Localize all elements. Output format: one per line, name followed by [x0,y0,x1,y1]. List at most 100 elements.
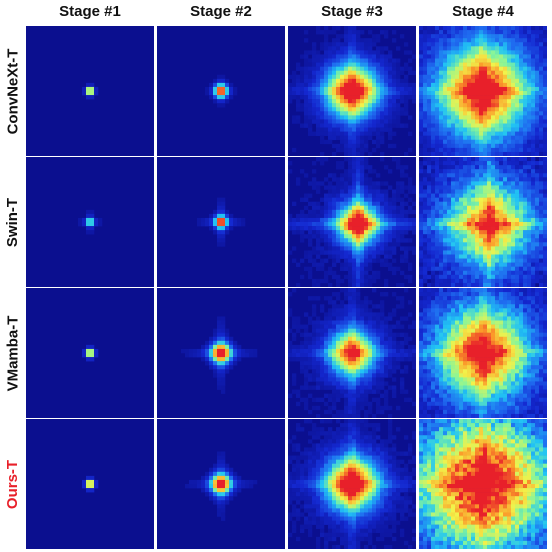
heatmap-pixel [328,328,333,333]
heatmap-pixel [217,336,222,342]
heatmap-pixel [491,288,496,293]
heatmap-pixel [336,357,341,362]
heatmap-pixel [348,143,353,149]
heatmap-pixel [344,78,349,84]
heatmap-pixel [423,70,428,76]
heatmap-pixel [475,332,480,338]
heatmap-pixel [336,26,341,31]
heatmap-pixel [543,316,547,321]
heatmap-pixel [364,123,369,128]
heatmap-pixel [483,213,488,219]
heatmap-pixel [364,324,369,329]
heatmap-pixel [543,250,547,255]
heatmap-pixel [503,103,508,108]
heatmap-pixel [435,169,440,174]
heatmap-pixel [467,344,472,350]
heatmap-pixel [447,226,452,231]
heatmap-pixel [523,353,528,358]
heatmap-pixel [372,213,377,219]
heatmap-pixel [392,308,397,313]
heatmap-pixel [443,357,448,362]
heatmap-pixel [463,127,468,132]
heatmap-swin-stage-1 [26,157,154,287]
heatmap-pixel [455,127,460,132]
heatmap-pixel [467,226,472,231]
heatmap-pixel [479,131,484,136]
heatmap-pixel [352,66,357,71]
heatmap-pixel [328,397,333,403]
heatmap-pixel [539,115,544,120]
heatmap-pixel [300,369,305,374]
heatmap-pixel [543,324,547,329]
heatmap-pixel [483,99,488,104]
heatmap-pixel [225,99,230,104]
heatmap-pixel [392,361,397,366]
heatmap-pixel [523,348,528,354]
heatmap-pixel [523,131,528,136]
heatmap-pixel [491,50,496,55]
heatmap-pixel [94,222,99,227]
heatmap-pixel [491,226,496,231]
heatmap-pixel [348,405,353,411]
heatmap-pixel [427,282,432,287]
heatmap-pixel [495,177,500,182]
heatmap-pixel [479,86,484,92]
heatmap-pixel [487,304,492,309]
heatmap-pixel [447,304,452,309]
heatmap-pixel [535,50,540,55]
heatmap-pixel [328,111,333,116]
heatmap-pixel [459,282,464,287]
heatmap-pixel [495,70,500,76]
heatmap-pixel [515,292,520,297]
heatmap-pixel [340,373,345,378]
heatmap-pixel [316,54,321,59]
heatmap-pixel [356,389,361,394]
heatmap-pixel [471,312,476,317]
heatmap-pixel [491,324,496,329]
heatmap-pixel [320,377,325,382]
heatmap-pixel [499,234,504,239]
heatmap-pixel [479,78,484,84]
heatmap-pixel [539,258,544,263]
heatmap-pixel [491,119,496,124]
heatmap-pixel [356,107,361,112]
heatmap-pixel [392,86,397,92]
heatmap-pixel [495,119,500,124]
heatmap-pixel [479,324,484,329]
heatmap-pixel [328,300,333,305]
heatmap-pixel [316,278,321,284]
heatmap-pixel [336,54,341,59]
heatmap-pixel [332,304,337,309]
heatmap-pixel [459,270,464,276]
heatmap-pixel [352,181,357,186]
heatmap-pixel [483,361,488,366]
heatmap-pixel [455,74,460,80]
heatmap-pixel [427,254,432,259]
heatmap-pixel [499,115,504,120]
heatmap-pixel [459,304,464,309]
heatmap-pixel [475,262,480,267]
heatmap-pixel [312,328,317,333]
heatmap-pixel [360,123,365,128]
heatmap-pixel [360,282,365,287]
heatmap-pixel [300,209,305,215]
heatmap-pixel [483,70,488,76]
heatmap-pixel [388,86,393,92]
heatmap-pixel [316,397,321,403]
heatmap-pixel [368,262,373,267]
heatmap-pixel [308,119,313,124]
heatmap-pixel [384,238,389,243]
heatmap-pixel [332,270,337,276]
heatmap-pixel [427,288,432,293]
heatmap-pixel [304,91,309,96]
heatmap-pixel [531,62,536,67]
heatmap-pixel [384,292,389,297]
heatmap-pixel [531,34,536,39]
heatmap-pixel [376,181,381,186]
heatmap-pixel [535,213,540,219]
heatmap-pixel [467,143,472,149]
heatmap-pixel [511,74,516,80]
heatmap-pixel [459,217,464,223]
heatmap-pixel [396,161,401,166]
heatmap-pixel [372,209,377,215]
